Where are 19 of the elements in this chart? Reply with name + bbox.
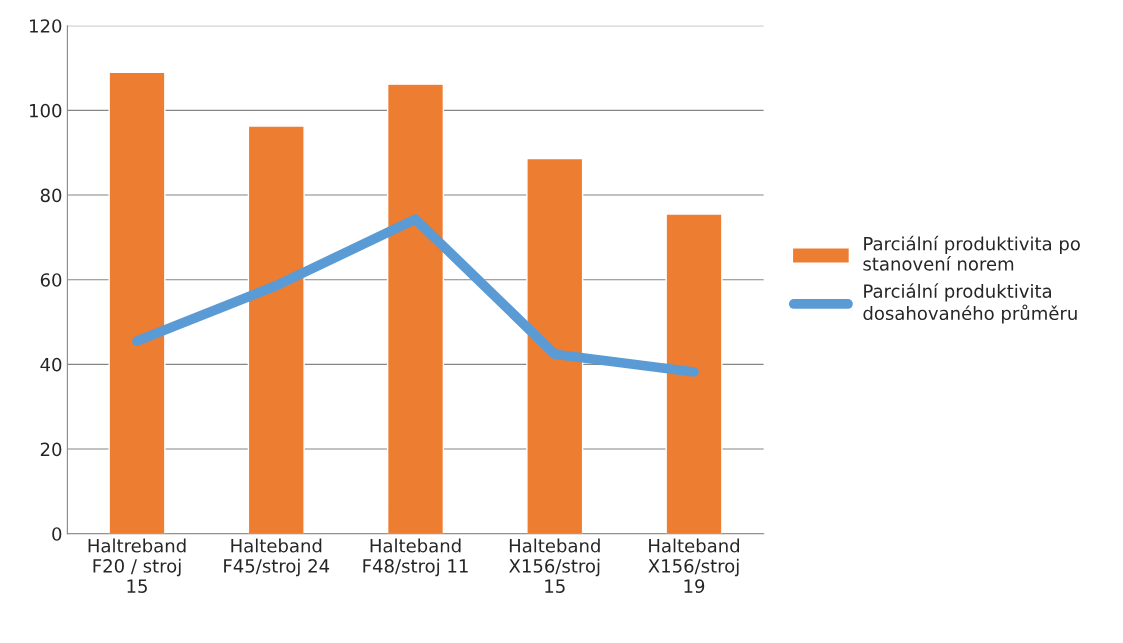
legend-label: Parciální produktivita po stanovení norem bbox=[863, 235, 1080, 271]
y-tick-label: 100 bbox=[30, 103, 62, 118]
bar bbox=[526, 157, 584, 534]
y-tick-label: 0 bbox=[52, 527, 62, 541]
x-tick-label: Halteband F48/stroj 11 bbox=[363, 538, 468, 577]
y-tick-label: 120 bbox=[30, 19, 62, 33]
bar bbox=[247, 125, 305, 534]
bar bbox=[665, 213, 723, 534]
bar bbox=[386, 83, 445, 534]
x-tick-label: Haltreband F20 / stroj 15 bbox=[88, 538, 186, 593]
x-tick-label: Halteband X156/stroj 15 bbox=[509, 538, 600, 593]
bar bbox=[108, 71, 166, 534]
x-tick-label: Halteband X156/stroj 19 bbox=[648, 538, 740, 593]
legend-label: Parciální produktivita dosahovaného průměru bbox=[863, 283, 1077, 324]
y-tick-label: 60 bbox=[40, 273, 62, 287]
y-tick-label: 40 bbox=[40, 357, 62, 372]
y-tick-label: 20 bbox=[40, 442, 62, 457]
x-tick-label: Halteband F45/stroj 24 bbox=[224, 538, 330, 577]
y-tick-label: 80 bbox=[40, 188, 62, 203]
